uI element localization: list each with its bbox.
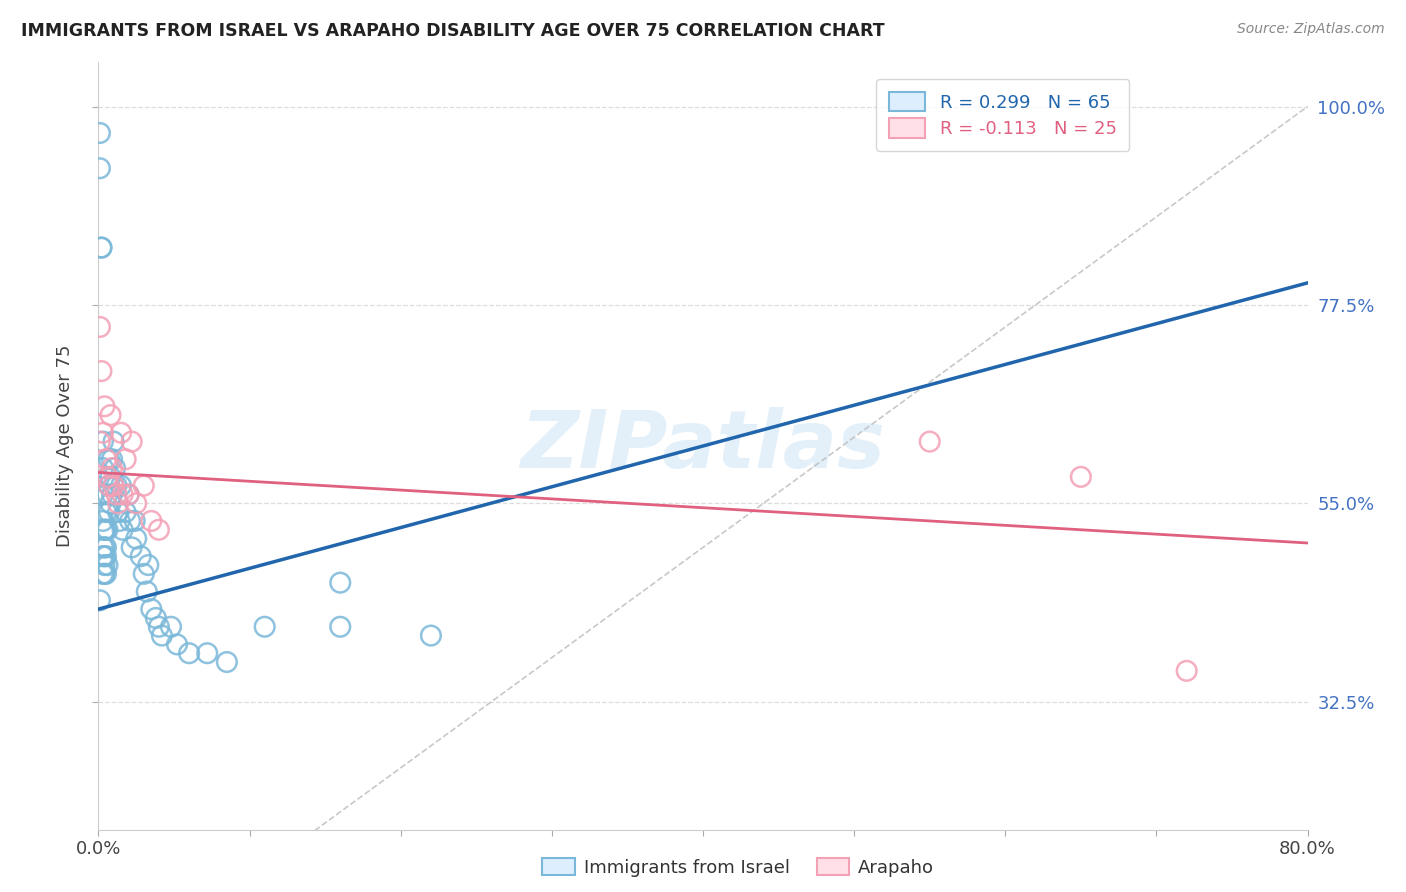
- Point: [94, 566, 117, 581]
- Point: [93, 400, 115, 414]
- Text: Source: ZipAtlas.com: Source: ZipAtlas.com: [1237, 22, 1385, 37]
- Point: [132, 566, 155, 581]
- Point: [120, 514, 142, 528]
- Point: [150, 629, 173, 643]
- Point: [110, 478, 132, 492]
- Point: [1070, 470, 1092, 484]
- Point: [89, 126, 111, 140]
- Text: IMMIGRANTS FROM ISRAEL VS ARAPAHO DISABILITY AGE OVER 75 CORRELATION CHART: IMMIGRANTS FROM ISRAEL VS ARAPAHO DISABI…: [21, 22, 884, 40]
- Y-axis label: Disability Age Over 75: Disability Age Over 75: [56, 344, 75, 548]
- Point: [136, 558, 159, 572]
- Point: [1175, 664, 1198, 678]
- Point: [100, 470, 122, 484]
- Point: [91, 549, 114, 564]
- Point: [101, 452, 124, 467]
- Point: [90, 241, 112, 255]
- Point: [108, 514, 131, 528]
- Point: [103, 478, 125, 492]
- Point: [94, 505, 117, 519]
- Point: [145, 611, 167, 625]
- Point: [253, 620, 276, 634]
- Point: [129, 549, 152, 564]
- Point: [98, 452, 121, 467]
- Point: [89, 320, 111, 334]
- Point: [114, 505, 136, 519]
- Point: [101, 461, 124, 475]
- Point: [125, 532, 148, 546]
- Point: [329, 575, 352, 590]
- Point: [148, 523, 170, 537]
- Point: [89, 434, 111, 449]
- Point: [103, 434, 125, 449]
- Point: [96, 558, 118, 572]
- Point: [103, 478, 125, 492]
- Point: [148, 620, 170, 634]
- Point: [93, 541, 115, 555]
- Point: [101, 487, 124, 501]
- Point: [141, 602, 163, 616]
- Point: [160, 620, 183, 634]
- Point: [93, 566, 115, 581]
- Point: [918, 434, 941, 449]
- Point: [100, 496, 122, 510]
- Point: [93, 523, 115, 537]
- Point: [94, 541, 117, 555]
- Point: [96, 470, 118, 484]
- Point: [195, 646, 218, 660]
- Point: [105, 487, 128, 501]
- Point: [121, 541, 143, 555]
- Text: ZIPatlas: ZIPatlas: [520, 407, 886, 485]
- Point: [141, 514, 163, 528]
- Point: [93, 558, 115, 572]
- Point: [98, 505, 121, 519]
- Point: [91, 461, 114, 475]
- Point: [89, 593, 111, 607]
- Point: [118, 487, 141, 501]
- Point: [121, 434, 143, 449]
- Point: [94, 523, 117, 537]
- Point: [135, 584, 157, 599]
- Point: [90, 364, 112, 378]
- Point: [111, 487, 134, 501]
- Point: [110, 425, 132, 440]
- Point: [125, 496, 148, 510]
- Point: [93, 523, 115, 537]
- Point: [114, 452, 136, 467]
- Point: [132, 478, 155, 492]
- Legend: Immigrants from Israel, Arapaho: Immigrants from Israel, Arapaho: [534, 851, 942, 884]
- Point: [90, 241, 112, 255]
- Point: [94, 549, 117, 564]
- Point: [89, 161, 111, 176]
- Point: [100, 408, 122, 422]
- Point: [91, 425, 114, 440]
- Point: [96, 487, 118, 501]
- Point: [104, 461, 127, 475]
- Point: [124, 514, 146, 528]
- Point: [166, 637, 188, 651]
- Point: [98, 478, 121, 492]
- Point: [118, 487, 141, 501]
- Point: [91, 434, 114, 449]
- Point: [420, 629, 443, 643]
- Legend: R = 0.299   N = 65, R = -0.113   N = 25: R = 0.299 N = 65, R = -0.113 N = 25: [876, 79, 1129, 151]
- Point: [91, 541, 114, 555]
- Point: [96, 470, 118, 484]
- Point: [91, 566, 114, 581]
- Point: [94, 452, 117, 467]
- Point: [105, 478, 128, 492]
- Point: [111, 523, 134, 537]
- Point: [179, 646, 201, 660]
- Point: [96, 523, 118, 537]
- Point: [91, 487, 114, 501]
- Point: [93, 549, 115, 564]
- Point: [215, 655, 238, 669]
- Point: [91, 514, 114, 528]
- Point: [107, 505, 129, 519]
- Point: [98, 478, 121, 492]
- Point: [329, 620, 352, 634]
- Point: [107, 496, 129, 510]
